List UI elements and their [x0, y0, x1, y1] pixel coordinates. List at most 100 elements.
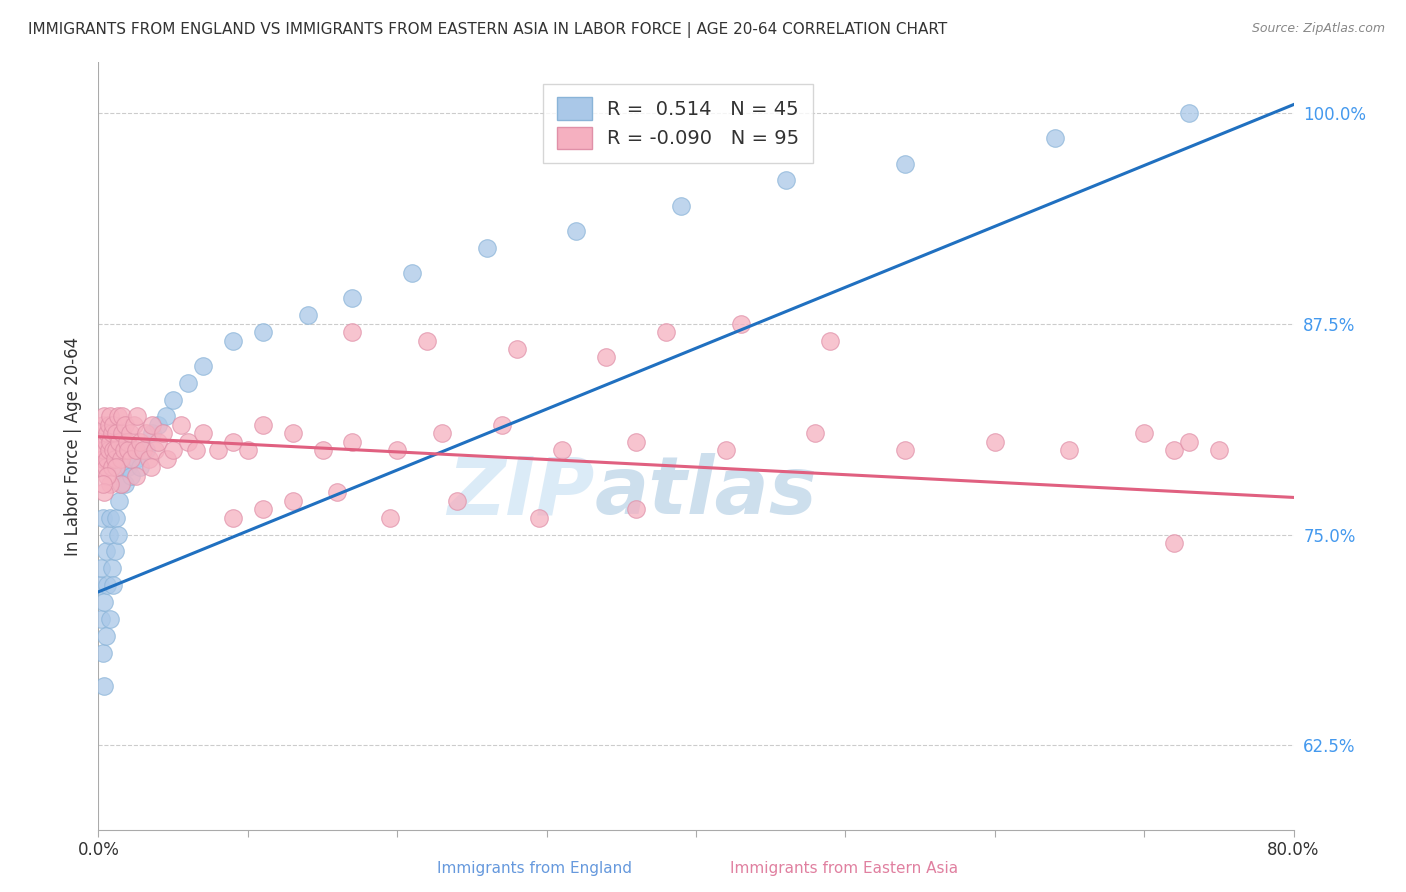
Point [342, 434, 364, 449]
Point [1163, 443, 1185, 458]
Point [94, 629, 117, 643]
Point [252, 325, 274, 339]
Point [89, 443, 111, 458]
Point [104, 544, 127, 558]
Point [91, 477, 114, 491]
Point [565, 224, 588, 238]
Point [98, 434, 122, 449]
Point [97, 527, 120, 541]
Point [90, 426, 112, 441]
Point [281, 493, 304, 508]
Point [98, 612, 122, 626]
Point [93, 679, 115, 693]
Point [129, 434, 152, 449]
Point [311, 443, 333, 458]
Point [98, 477, 122, 491]
Point [184, 443, 207, 458]
Point [252, 502, 274, 516]
Point [894, 156, 917, 170]
Point [91, 417, 114, 432]
Point [222, 434, 245, 449]
Point [148, 417, 170, 432]
Point [94, 434, 117, 449]
Point [281, 426, 304, 441]
Point [101, 460, 124, 475]
Point [207, 443, 229, 458]
Point [236, 443, 259, 458]
Point [475, 241, 498, 255]
Point [446, 493, 468, 508]
Point [103, 578, 125, 592]
Point [125, 468, 148, 483]
Point [148, 434, 170, 449]
Point [105, 510, 128, 524]
Text: atlas: atlas [595, 453, 817, 531]
Point [139, 460, 162, 475]
Point [191, 359, 214, 373]
Point [101, 426, 124, 441]
Point [107, 527, 129, 541]
Point [1043, 131, 1066, 145]
Point [93, 485, 115, 500]
Point [93, 443, 115, 458]
Point [93, 595, 115, 609]
Point [1133, 426, 1156, 441]
Point [125, 451, 148, 466]
Point [162, 443, 184, 458]
Point [129, 460, 152, 475]
Point [297, 309, 319, 323]
Point [89, 578, 111, 592]
Point [669, 199, 692, 213]
Point [804, 426, 827, 441]
Point [110, 451, 132, 466]
Point [342, 292, 364, 306]
Point [110, 477, 132, 491]
Point [96, 578, 118, 592]
Point [177, 376, 200, 390]
Point [91, 646, 114, 660]
Point [124, 417, 146, 432]
Point [108, 493, 131, 508]
Y-axis label: In Labor Force | Age 20-64: In Labor Force | Age 20-64 [65, 336, 83, 556]
Point [105, 443, 128, 458]
Point [626, 434, 648, 449]
Point [112, 443, 135, 458]
Point [820, 334, 842, 348]
Point [141, 417, 163, 432]
Point [385, 443, 409, 458]
Point [152, 426, 174, 441]
Point [96, 426, 118, 441]
Point [104, 451, 127, 466]
Point [401, 266, 423, 280]
Point [222, 510, 245, 524]
Text: Immigrants from Eastern Asia: Immigrants from Eastern Asia [730, 861, 957, 876]
Point [775, 173, 797, 187]
Point [103, 417, 125, 432]
Point [96, 468, 118, 483]
Point [491, 417, 513, 432]
Point [342, 325, 364, 339]
Point [135, 426, 157, 441]
Point [252, 417, 274, 432]
Point [222, 334, 245, 348]
Point [114, 417, 136, 432]
Point [162, 392, 184, 407]
Point [169, 417, 191, 432]
Point [894, 443, 917, 458]
Point [138, 451, 160, 466]
Point [1178, 106, 1201, 120]
Point [135, 443, 157, 458]
Point [191, 426, 214, 441]
Point [108, 434, 131, 449]
Point [90, 612, 112, 626]
Legend: R =  0.514   N = 45, R = -0.090   N = 95: R = 0.514 N = 45, R = -0.090 N = 95 [543, 84, 813, 162]
Point [655, 325, 678, 339]
Point [110, 477, 132, 491]
Point [595, 351, 617, 365]
Point [97, 443, 120, 458]
Point [430, 426, 453, 441]
Point [120, 451, 142, 466]
Point [714, 443, 737, 458]
Point [1059, 443, 1081, 458]
Text: ZIP: ZIP [447, 453, 595, 531]
